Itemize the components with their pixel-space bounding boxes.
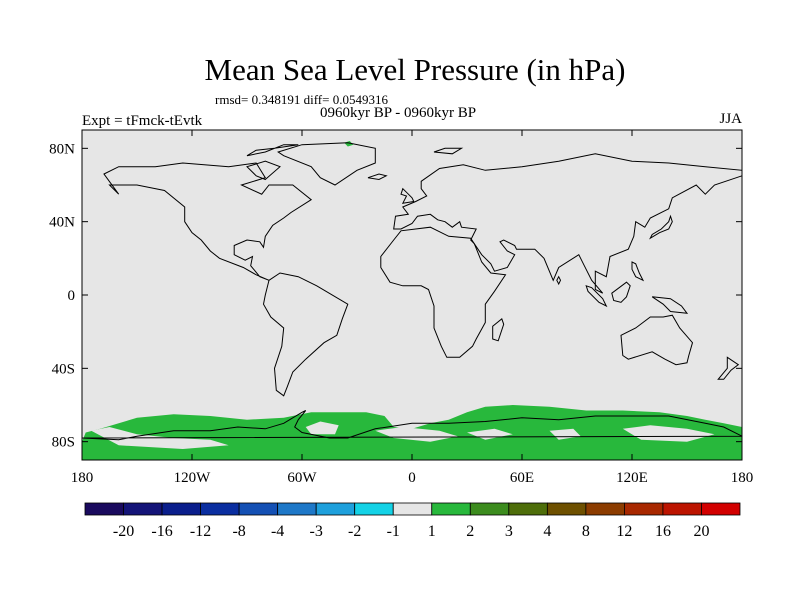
anomaly-fill-layer: [82, 141, 742, 460]
colorbar-label: -8: [232, 523, 245, 540]
x-tick-label: 120W: [174, 470, 212, 486]
coastline-greenland: [277, 142, 376, 186]
coastline-africa: [380, 226, 507, 358]
colorbar-label: -3: [310, 523, 323, 540]
colorbar-box: [431, 502, 471, 516]
coastline-south-america: [262, 272, 349, 397]
chart-title: Mean Sea Level Pressure (in hPa): [204, 52, 626, 87]
colorbar-label: -4: [271, 523, 284, 540]
x-axis: 180 120W 60W 0 60E 120E 180: [71, 130, 754, 486]
x-tick-label: 0: [408, 470, 416, 486]
colorbar-box: [392, 502, 433, 516]
colorbar-label: -20: [113, 523, 134, 540]
colorbar-box: [546, 502, 587, 516]
colorbar-label: -12: [190, 523, 211, 540]
coastlines-layer: [81, 142, 743, 441]
colorbar-box: [624, 502, 664, 516]
colorbar-box: [161, 502, 201, 516]
coastline-sumatra: [585, 284, 608, 308]
coastline-new-guinea: [651, 296, 689, 314]
colorbar-label: 2: [466, 523, 474, 540]
y-tick-label: 80N: [49, 141, 75, 157]
y-tick-label: 40N: [49, 215, 75, 231]
colorbar-box: [354, 502, 394, 516]
coastline-baffin: [246, 160, 281, 181]
colorbar-label: 20: [693, 523, 709, 540]
coastline-svalbard: [433, 147, 464, 155]
experiment-label: Expt = tFmck-tEvtk: [82, 113, 203, 129]
coastline-madagascar: [492, 317, 505, 342]
colorbar-box: [84, 502, 124, 516]
colorbar-box: [662, 502, 702, 516]
colorbar-box: [315, 502, 356, 516]
colorbar-label: 16: [655, 523, 671, 540]
colorbar-box: [701, 502, 741, 516]
colorbar: -20 -16 -12 -8 -4 -3 -2 -1 1 2 3 4 8 12 16 20: [84, 502, 741, 540]
y-tick-label: 40S: [52, 361, 75, 377]
coastline-north-america: [103, 162, 313, 281]
colorbar-label: 8: [582, 523, 590, 540]
coastline-ellesmere: [246, 144, 299, 157]
x-tick-label: 120E: [616, 470, 648, 486]
colorbar-box: [585, 502, 625, 516]
anomaly-gap: [375, 427, 458, 442]
colorbar-label: -2: [348, 523, 361, 540]
season-label: JJA: [719, 111, 742, 127]
coastline-iceland: [367, 173, 388, 181]
colorbar-box: [200, 502, 240, 516]
coastline-japan: [649, 214, 673, 240]
anomaly-gap: [622, 425, 715, 442]
colorbar-box: [469, 502, 510, 516]
y-tick-label: 80S: [52, 435, 75, 451]
colorbar-label: 3: [505, 523, 513, 540]
colorbar-label: -16: [151, 523, 172, 540]
x-tick-label: 60W: [287, 470, 317, 486]
coastline-new-zealand: [717, 356, 740, 380]
map-background: [82, 130, 742, 460]
x-tick-label: 180: [731, 470, 754, 486]
colorbar-label: 1: [428, 523, 436, 540]
y-axis: 80N 40N 0 40S 80S: [49, 141, 742, 451]
x-tick-label: 180: [71, 470, 94, 486]
stats-line: rmsd= 0.348191 diff= 0.0549316: [215, 92, 388, 107]
colorbar-box: [277, 502, 317, 516]
colorbar-box: [508, 502, 548, 516]
colorbar-label: -1: [387, 523, 400, 540]
y-tick-label: 0: [68, 288, 76, 304]
coastline-australia: [620, 314, 694, 366]
colorbar-box: [123, 502, 163, 516]
coastline-borneo: [611, 281, 631, 303]
coastline-uk: [400, 187, 415, 204]
anomaly-gap: [305, 421, 339, 435]
coastline-philippines: [631, 261, 645, 282]
x-tick-label: 60E: [510, 470, 534, 486]
colorbar-label: 12: [616, 523, 632, 540]
period-label: 0960kyr BP - 0960kyr BP: [320, 105, 477, 121]
colorbar-label: 4: [543, 523, 551, 540]
coastline-eurasia: [393, 153, 743, 294]
coastline-sri-lanka: [556, 275, 562, 286]
colorbar-box: [238, 502, 279, 516]
coastline-antarctica: [81, 410, 743, 441]
